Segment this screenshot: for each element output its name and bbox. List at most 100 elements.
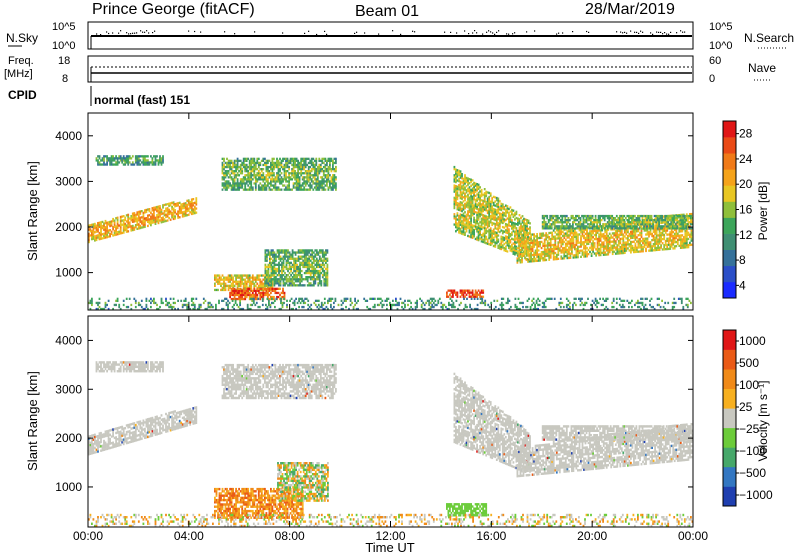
range-cell	[481, 209, 483, 211]
range-cell	[123, 231, 125, 233]
range-cell	[281, 276, 283, 278]
nsky-dot	[512, 33, 513, 34]
range-cell	[133, 229, 135, 231]
range-cell	[662, 238, 664, 240]
range-cell	[490, 192, 492, 194]
range-cell	[177, 217, 179, 219]
range-cell	[505, 223, 507, 225]
range-cell	[517, 232, 519, 234]
range-cell	[244, 279, 246, 281]
range-cell	[223, 164, 225, 166]
range-cell	[284, 184, 286, 186]
range-cell	[255, 182, 257, 184]
range-cell	[573, 240, 575, 242]
range-cell	[267, 292, 269, 294]
nsky-dot	[616, 31, 617, 32]
range-cell	[299, 186, 301, 188]
range-cell	[129, 224, 131, 226]
range-cell	[229, 164, 231, 166]
range-cell	[226, 285, 228, 287]
range-cell	[469, 209, 471, 211]
range-cell	[262, 290, 264, 292]
range-cell	[297, 174, 299, 176]
range-cell	[219, 274, 221, 276]
nsky-strip: N.Sky 10^5 10^0 10^5 10^0 N.Search	[6, 21, 794, 52]
range-cell	[287, 270, 289, 272]
range-cell	[539, 243, 541, 245]
range-cell	[315, 162, 317, 164]
range-cell	[314, 256, 316, 258]
range-cell	[311, 272, 313, 274]
range-cell	[275, 176, 277, 178]
range-cell	[247, 290, 249, 292]
range-cell	[686, 230, 688, 232]
range-cell	[469, 292, 471, 294]
range-cell	[250, 281, 252, 283]
nsky-dot	[684, 32, 685, 33]
range-cell	[627, 229, 629, 231]
range-cell	[517, 250, 519, 252]
range-cell	[493, 245, 495, 247]
range-cell	[327, 270, 329, 272]
range-cell	[478, 219, 480, 221]
range-cell	[299, 249, 301, 251]
range-cell	[311, 254, 313, 256]
range-cell	[318, 172, 320, 174]
range-cell	[497, 198, 499, 200]
range-cell	[589, 234, 591, 236]
range-cell	[299, 278, 301, 280]
range-cell	[268, 282, 270, 284]
range-cell	[299, 166, 301, 168]
range-cell	[487, 241, 489, 243]
range-cell	[464, 296, 466, 298]
freq-unit: [MHz]	[4, 68, 33, 80]
nsky-dot	[498, 30, 499, 31]
range-cell	[161, 209, 163, 211]
beam-title: Beam 01	[355, 3, 419, 20]
range-cell	[287, 189, 289, 191]
range-cell	[517, 222, 519, 224]
range-cell	[464, 211, 466, 213]
range-cell	[309, 182, 311, 184]
range-cell	[146, 211, 148, 213]
range-cell	[454, 207, 456, 209]
range-cell	[601, 246, 603, 248]
range-cell	[103, 157, 105, 159]
cpid-strip: CPID normal (fast) 151	[8, 86, 190, 107]
range-cell	[96, 239, 98, 241]
range-cell	[625, 233, 627, 235]
range-cell	[497, 241, 499, 243]
range-cell	[290, 274, 292, 276]
range-cell	[299, 262, 301, 264]
range-cell	[232, 283, 234, 285]
range-cell	[476, 296, 478, 298]
range-cell	[323, 266, 325, 268]
range-cell	[297, 170, 299, 172]
range-cell	[276, 158, 278, 160]
range-cell	[505, 248, 507, 250]
nsky-dot	[642, 32, 643, 33]
range-cell	[578, 221, 580, 223]
range-cell	[326, 164, 328, 166]
range-cell	[223, 158, 225, 160]
range-cell	[641, 234, 643, 236]
range-cell	[262, 274, 264, 276]
range-cell	[255, 176, 257, 178]
range-cell	[268, 274, 270, 276]
range-cell	[505, 235, 507, 237]
range-cell	[325, 189, 327, 191]
nsky-dot	[490, 31, 491, 32]
range-cell	[105, 226, 107, 228]
range-cell	[327, 268, 329, 270]
range-cell	[561, 217, 563, 219]
range-cell	[287, 164, 289, 166]
range-cell	[243, 288, 245, 290]
nsky-dot	[356, 32, 357, 33]
range-cell	[279, 288, 281, 290]
range-cell	[481, 205, 483, 207]
range-cell	[621, 229, 623, 231]
range-cell	[103, 161, 105, 163]
range-cell	[323, 254, 325, 256]
range-cell	[105, 163, 107, 165]
range-cell	[250, 180, 252, 182]
